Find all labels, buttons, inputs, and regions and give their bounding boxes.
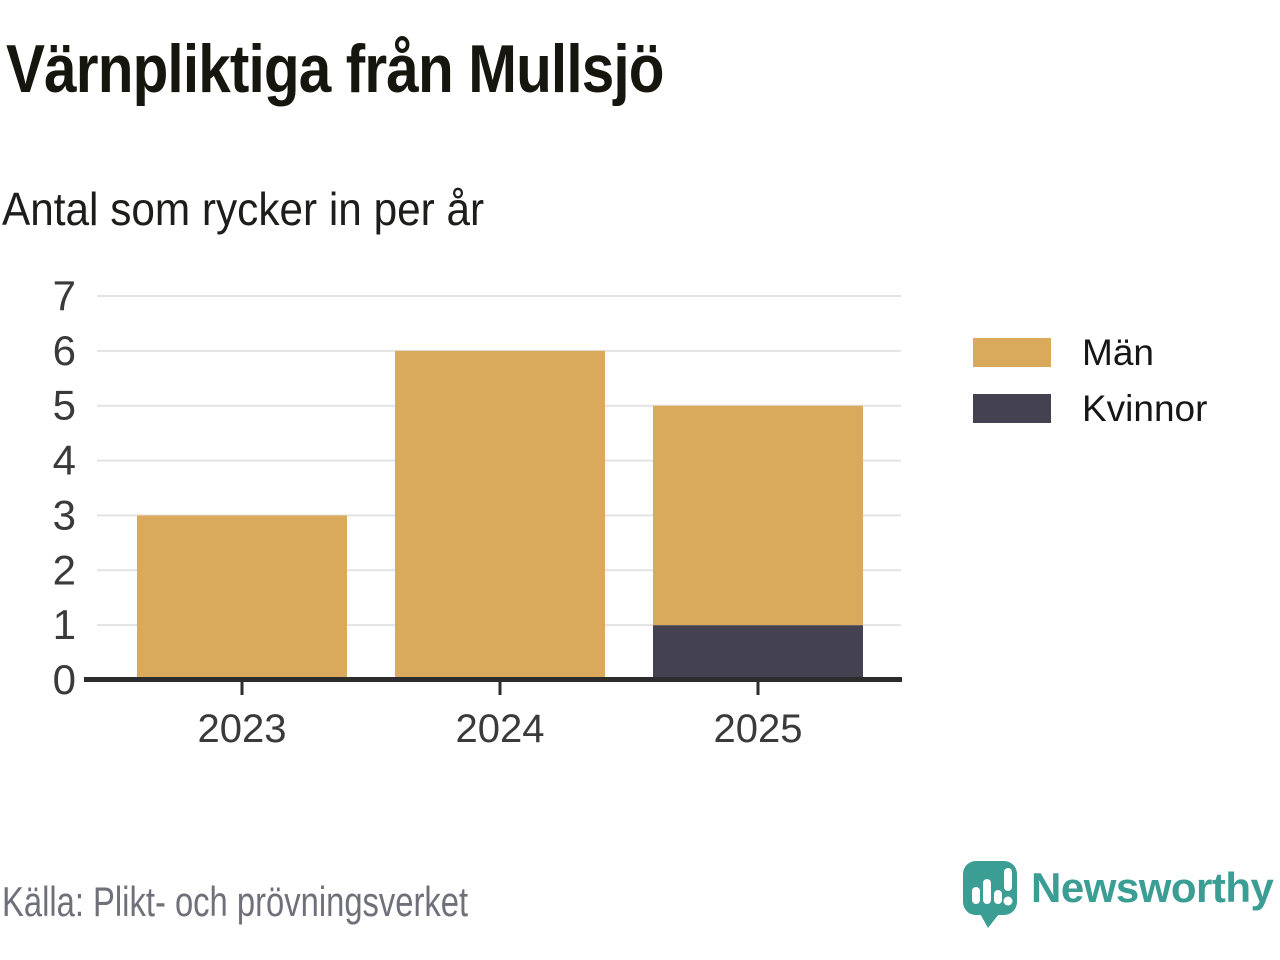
x-tick-2024 [498,682,502,695]
x-tick-2023 [240,682,244,695]
legend-swatch-kvinnor [973,394,1051,423]
source-note: Källa: Plikt- och prövningsverket [2,878,469,925]
y-tick-label-1: 1 [53,601,76,648]
newsworthy-icon [963,861,1017,928]
chart-legend: Män Kvinnor [973,334,1207,450]
legend-item-män: Män [973,334,1207,371]
y-tick-label-0: 0 [53,656,76,703]
y-tick-label-7: 7 [53,272,76,319]
bar-2025-kvinnor [653,625,863,680]
bar-2025-män [653,405,863,626]
x-tick-2025 [756,682,760,695]
bar-2023-män [137,515,347,680]
legend-item-kvinnor: Kvinnor [973,390,1207,427]
y-tick-label-3: 3 [53,491,76,538]
page-title: Värnpliktiga från Mullsjö [6,31,664,107]
x-tick-label-2023: 2023 [198,707,287,751]
y-tick-label-5: 5 [53,382,76,429]
x-tick-label-2024: 2024 [456,707,545,751]
legend-swatch-män [973,338,1051,367]
legend-label-män: Män [1082,332,1154,373]
y-tick-label-2: 2 [53,546,76,593]
x-axis-line [84,677,902,682]
brand-name: Newsworthy [1031,864,1274,911]
x-tick-label-2025: 2025 [714,707,803,751]
page-subtitle: Antal som rycker in per år [2,183,485,235]
y-tick-label-6: 6 [53,327,76,374]
y-tick-label-4: 4 [53,437,76,484]
bar-2024-män [395,350,605,680]
legend-label-kvinnor: Kvinnor [1082,388,1208,429]
brand-logo: Newsworthy [962,860,1280,940]
